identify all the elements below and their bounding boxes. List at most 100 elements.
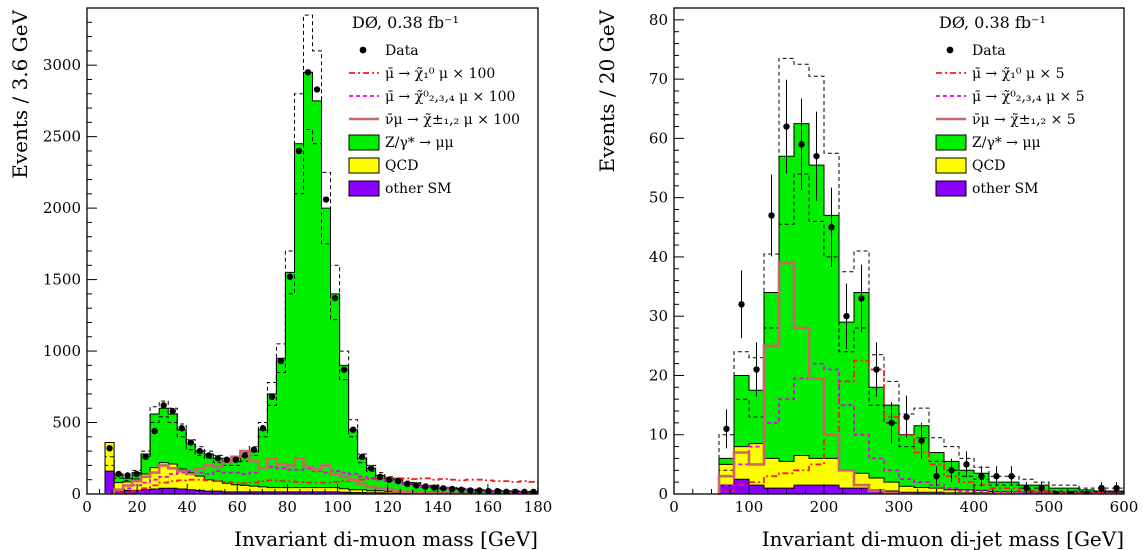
y-tick-label: 40 (649, 248, 668, 266)
data-point (268, 393, 276, 400)
legend-label-sig1: μ̄ → χ̃₁⁰ μ × 5 (972, 66, 1065, 82)
x-tick-label: 0 (669, 498, 679, 516)
x-tick-label: 300 (885, 498, 914, 516)
data-point (1038, 484, 1045, 492)
y-tick-label: 3000 (43, 56, 81, 74)
y-tick-label: 1500 (43, 271, 81, 289)
data-point (813, 152, 820, 160)
data-point (494, 487, 501, 494)
x-tick-label: 140 (423, 498, 452, 516)
legend-label-sig3: ν̄μ → χ̃±₁,₂ μ × 100 (385, 112, 520, 128)
legend-box-qcd (935, 157, 967, 174)
data-point (723, 425, 730, 433)
data-point (385, 476, 393, 483)
data-point (503, 488, 510, 494)
x-tick-label: 400 (960, 498, 989, 516)
legend-box-other (348, 180, 380, 197)
data-point (349, 426, 357, 433)
x-axis-label: Invariant di-muon mass [GeV] (234, 527, 538, 550)
data-point (948, 467, 955, 474)
hist-qcd (718, 443, 1124, 494)
data-point (241, 452, 249, 459)
data-point (888, 419, 895, 427)
data-point (232, 456, 240, 463)
data-point (106, 445, 113, 452)
data-point (993, 473, 1000, 480)
legend-label-qcd: QCD (385, 158, 418, 174)
legend-label-z: Z/γ* → μμ (972, 135, 1041, 151)
x-tick-label: 180 (524, 498, 553, 516)
data-point (196, 447, 203, 455)
signal-sig3 (717, 261, 1124, 494)
x-tick-label: 500 (1035, 498, 1064, 516)
panel-dimuon-mass: 0 20 40 60 80 100 120 140 160 180 0 500 1000 1500 2000… (8, 7, 553, 550)
data-point (115, 470, 122, 478)
data-point (142, 453, 149, 461)
y-tick-label: 2000 (43, 199, 81, 217)
data-point (367, 465, 375, 472)
x-axis-label: Invariant di-muon di-jet mass [GeV] (762, 527, 1124, 550)
data-point (530, 488, 537, 494)
data-point (903, 413, 910, 421)
legend-box-other (935, 180, 967, 197)
data-point (151, 427, 158, 435)
data-point (440, 485, 447, 492)
data-point (738, 301, 745, 308)
data-point (458, 486, 465, 493)
data-point (340, 366, 348, 373)
data-point (124, 472, 131, 479)
data-point (467, 487, 474, 494)
data-point (286, 273, 294, 280)
y-tick-label: 50 (649, 189, 668, 207)
legend-box-qcd (348, 157, 380, 174)
data-point (485, 487, 492, 494)
data-point (304, 69, 312, 76)
data-point (313, 86, 321, 93)
data-point (476, 487, 483, 494)
data-point (828, 224, 835, 231)
y-tick-label: 0 (658, 485, 668, 503)
data-point (169, 407, 176, 415)
data-point (422, 483, 429, 491)
data-point (250, 446, 258, 453)
legend-label-sig2: μ̄ → χ̃⁰₂,₃,₄ μ × 100 (385, 89, 515, 105)
y-tick-label: 60 (649, 129, 668, 147)
data-point (404, 480, 411, 488)
x-tick-label: 200 (810, 498, 839, 516)
data-point (783, 123, 790, 130)
x-tick-label: 120 (373, 498, 402, 516)
data-point (331, 294, 339, 302)
y-tick-label: 70 (649, 70, 668, 88)
y-tick-label: 500 (52, 414, 81, 432)
signal-sig1 (105, 476, 538, 494)
data-point (753, 366, 760, 373)
data-point (1023, 484, 1030, 492)
y-tick-label: 1000 (43, 342, 81, 360)
data-point (873, 366, 880, 373)
data-point (918, 437, 925, 444)
panel-dimuon-dijet-mass: 0 100 200 300 400 500 600 0 10 20 30 40 50 60 70 80 Inva… (595, 7, 1138, 550)
data-point (858, 295, 865, 302)
y-tick-label: 0 (71, 485, 81, 503)
legend-label-other: other SM (972, 181, 1038, 197)
data-point (512, 488, 519, 494)
y-tick-label: 80 (649, 11, 668, 29)
legend-box-z (935, 134, 967, 151)
data-point (178, 425, 185, 432)
data-point (1098, 484, 1105, 492)
legend-label-z: Z/γ* → μμ (385, 135, 454, 151)
legend-box-z (348, 134, 380, 151)
data-point (933, 473, 940, 480)
data-point (978, 473, 985, 480)
legend-label-sig3: ν̄μ → χ̃±₁,₂ × 5 (972, 112, 1076, 128)
hist-z-gamma-mumu (104, 71, 538, 494)
data-point (963, 461, 970, 468)
data-point (413, 482, 420, 489)
x-tick-label: 100 (735, 498, 764, 516)
data-point (358, 453, 366, 461)
data-point (1068, 490, 1075, 494)
data-point (394, 477, 402, 485)
uncertainty-upper (104, 14, 538, 494)
data-point (431, 484, 438, 491)
